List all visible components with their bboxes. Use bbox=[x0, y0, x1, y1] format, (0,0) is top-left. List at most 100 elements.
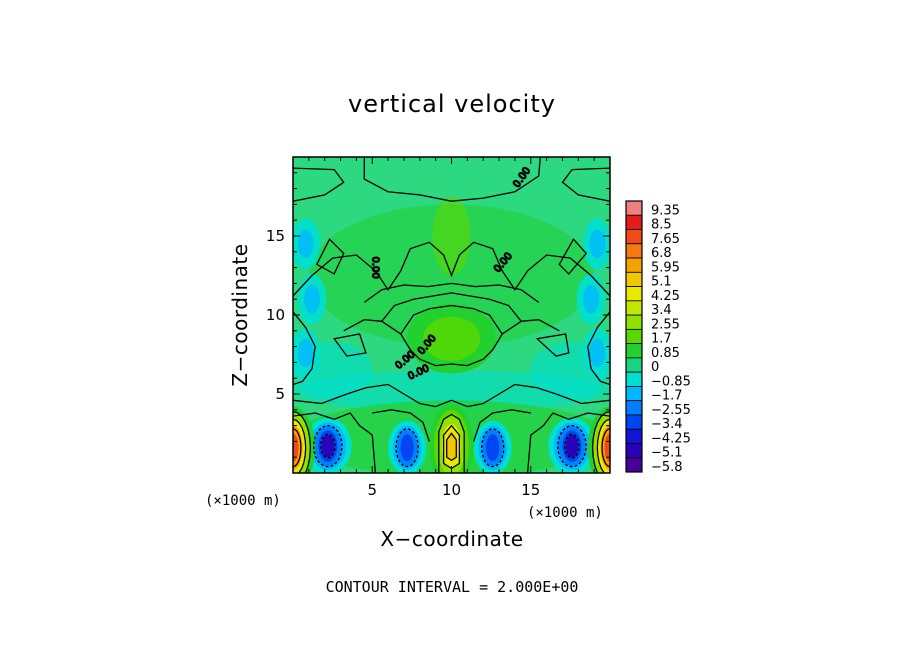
contour-line bbox=[558, 238, 588, 275]
colorbar-label: −5.1 bbox=[651, 446, 683, 461]
contour-line-negative bbox=[557, 424, 587, 468]
x-axis-unit-left: (×1000 m) bbox=[205, 493, 281, 509]
colorbar-swatch bbox=[625, 400, 643, 416]
weak-downdraft bbox=[589, 229, 606, 259]
x-tick-label: 15 bbox=[521, 481, 540, 499]
x-axis-label: X−coordinate bbox=[380, 527, 523, 551]
colorbar-label: −0.85 bbox=[651, 374, 691, 389]
colorbar-swatch bbox=[625, 414, 643, 430]
colorbar-swatch bbox=[625, 271, 643, 287]
contour-line bbox=[363, 282, 540, 303]
y-tick-label: 15 bbox=[266, 227, 285, 245]
contour-line bbox=[315, 238, 345, 275]
contour-line-negative bbox=[312, 424, 343, 468]
weak-downdraft bbox=[297, 338, 314, 368]
contour-line bbox=[293, 412, 377, 473]
colorbar-label: 2.55 bbox=[651, 317, 680, 332]
colorbar-label: −3.4 bbox=[651, 417, 683, 432]
contour-line bbox=[561, 167, 610, 202]
colorbar-label: 0 bbox=[651, 360, 659, 375]
weak-downdraft bbox=[297, 229, 314, 259]
downdraft bbox=[565, 435, 578, 458]
contour-line bbox=[587, 311, 610, 386]
axes: 5 10 15 5 10 15 bbox=[266, 157, 610, 499]
colorbar-swatch bbox=[625, 343, 643, 359]
field-band bbox=[432, 196, 471, 276]
colorbar-label: 8.5 bbox=[651, 218, 672, 233]
chart-title: vertical velocity bbox=[348, 90, 556, 118]
contour-interval-label: CONTOUR INTERVAL = 2.000E+00 bbox=[326, 578, 579, 596]
contour-line bbox=[446, 432, 457, 462]
colorbar-swatch bbox=[625, 286, 643, 302]
colorbar-label: 9.35 bbox=[651, 203, 680, 218]
colorbar-label: 0.85 bbox=[651, 346, 680, 361]
colorbar-swatch bbox=[625, 371, 643, 387]
colorbar-swatch bbox=[625, 386, 643, 402]
edge-updraft bbox=[293, 433, 299, 462]
mid-updraft bbox=[422, 316, 481, 361]
contour-line-negative bbox=[480, 428, 505, 468]
colorbar-frame bbox=[625, 200, 643, 473]
velocity-field bbox=[293, 196, 610, 473]
contour-line bbox=[293, 311, 316, 386]
weak-downdraft bbox=[583, 284, 599, 314]
contour-line bbox=[293, 241, 610, 297]
x-tick-label: 5 bbox=[367, 481, 377, 499]
colorbar-swatch bbox=[625, 200, 643, 216]
colorbar-swatch bbox=[625, 314, 643, 330]
colorbar-label: 5.95 bbox=[651, 260, 680, 275]
contour-line bbox=[400, 304, 503, 335]
contour-line bbox=[333, 333, 367, 357]
field-band bbox=[293, 370, 610, 412]
edge-updraft bbox=[604, 433, 610, 462]
colorbar-swatch bbox=[625, 428, 643, 444]
x-tick-label: 10 bbox=[442, 481, 461, 499]
colorbar-swatch bbox=[625, 328, 643, 345]
colorbar-label: 7.65 bbox=[651, 232, 680, 247]
colorbar-swatch bbox=[625, 229, 643, 245]
contour-line bbox=[343, 319, 560, 367]
contour-line-negative bbox=[395, 428, 419, 468]
colorbar: 9.358.57.656.85.955.14.253.42.551.70.850… bbox=[625, 200, 691, 475]
colorbar-swatch bbox=[625, 457, 643, 473]
weak-downdraft bbox=[589, 338, 606, 368]
contour-line bbox=[591, 410, 610, 473]
colorbar-label: −2.55 bbox=[651, 403, 691, 418]
colorbar-swatch bbox=[625, 243, 643, 259]
y-axis-label: Z−coordinate bbox=[228, 243, 252, 386]
contour-line bbox=[363, 157, 541, 202]
contour-line bbox=[293, 410, 312, 473]
contour-label: 0.00 bbox=[369, 256, 380, 278]
contour-line-negative bbox=[320, 433, 336, 459]
colorbar-label: −1.7 bbox=[651, 389, 683, 404]
y-tick-label: 5 bbox=[275, 385, 285, 403]
contour-line bbox=[601, 428, 610, 468]
colorbar-label: 5.1 bbox=[651, 275, 672, 290]
contour-line bbox=[473, 409, 531, 442]
colorbar-swatch bbox=[625, 300, 643, 316]
colorbar-swatch bbox=[625, 443, 643, 459]
contour-line bbox=[381, 292, 522, 322]
contour-line bbox=[293, 167, 345, 202]
central-updraft bbox=[445, 431, 458, 461]
weak-downdraft bbox=[304, 284, 320, 314]
colorbar-swatch bbox=[625, 357, 643, 373]
colorbar-swatch bbox=[625, 214, 643, 230]
colorbar-swatch bbox=[625, 257, 643, 273]
downdraft bbox=[321, 435, 334, 458]
y-tick-label: 10 bbox=[266, 306, 285, 324]
contour-line bbox=[526, 412, 610, 473]
downdraft bbox=[486, 434, 500, 462]
contour-line bbox=[438, 413, 465, 473]
colorbar-label: −4.25 bbox=[651, 431, 691, 446]
contour-line-negative bbox=[564, 433, 580, 459]
colorbar-label: 4.25 bbox=[651, 289, 680, 304]
contour-line bbox=[372, 409, 430, 442]
contour-line bbox=[535, 333, 570, 357]
colorbar-label: 1.7 bbox=[651, 332, 672, 347]
colorbar-label: 6.8 bbox=[651, 246, 672, 261]
colorbar-label: 3.4 bbox=[651, 303, 672, 318]
plot-area: 0.000.000.000.000.000.00 bbox=[293, 157, 610, 473]
contour-line bbox=[293, 428, 302, 468]
